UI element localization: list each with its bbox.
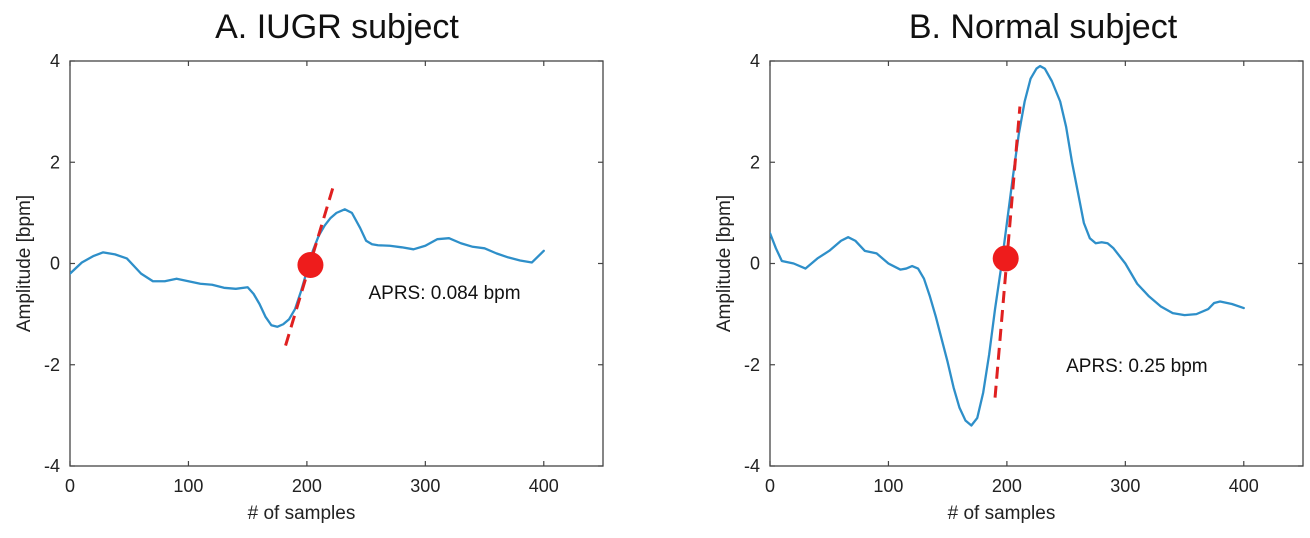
plot-frame: [69, 60, 604, 467]
y-tick-label: -2: [44, 355, 60, 375]
y-tick-label: 2: [750, 152, 760, 172]
x-tick-label: 200: [992, 476, 1022, 496]
y-axis-label: Amplitude [bpm]: [14, 195, 35, 332]
y-tick-label: 0: [750, 254, 760, 274]
x-tick-label: 400: [529, 476, 559, 496]
x-tick-label: 100: [173, 476, 203, 496]
y-tick-label: 4: [750, 51, 760, 71]
y-tick-label: 4: [50, 51, 60, 71]
anchor-point-marker: [992, 245, 1019, 272]
aprs-annotation: APRS: 0.25 bpm: [1066, 356, 1208, 377]
chart-panel-2: B. Normal subject 0 100 200 300 400 -4 -2 0 2 4 # o…: [714, 8, 1304, 524]
chart-panel-1: A. IUGR subject 0 100 200 300 400 -4 -2 0 2 4 # of …: [14, 8, 604, 524]
chart-title: B. Normal subject: [909, 8, 1178, 46]
tangent-line: [993, 106, 1022, 398]
plot-frame: [769, 60, 1304, 467]
x-axis-label: # of samples: [248, 503, 356, 524]
x-tick-label: 0: [765, 476, 775, 496]
x-tick-label: 100: [873, 476, 903, 496]
y-tick-label: -2: [744, 355, 760, 375]
y-tick-label: -4: [744, 456, 760, 476]
y-tick-label: 2: [50, 152, 60, 172]
y-tick-label: -4: [44, 456, 60, 476]
x-axis-label: # of samples: [948, 503, 1056, 524]
x-tick-label: 300: [410, 476, 440, 496]
x-tick-label: 300: [1110, 476, 1140, 496]
chart-title: A. IUGR subject: [215, 8, 459, 46]
x-tick-label: 200: [292, 476, 322, 496]
anchor-point-marker: [297, 252, 324, 279]
y-axis-label: Amplitude [bpm]: [714, 195, 735, 332]
aprs-annotation: APRS: 0.084 bpm: [368, 283, 520, 304]
y-tick-label: 0: [50, 254, 60, 274]
x-tick-label: 400: [1229, 476, 1259, 496]
x-tick-label: 0: [65, 476, 75, 496]
